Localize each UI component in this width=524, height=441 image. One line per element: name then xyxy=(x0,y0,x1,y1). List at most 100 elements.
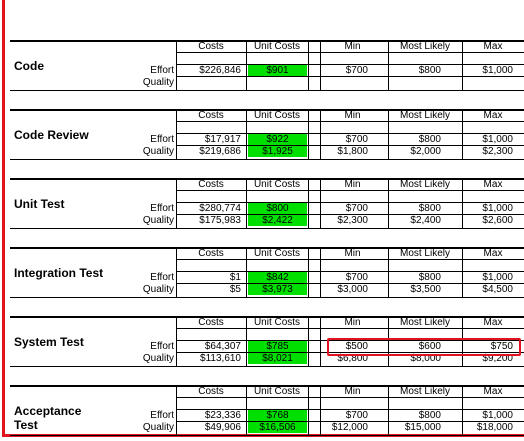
effort-unit-cost[interactable]: $800 xyxy=(248,203,307,214)
effort-costs[interactable]: $280,774 xyxy=(199,203,241,214)
effort-max[interactable]: $1,000 xyxy=(482,134,513,145)
section-title-system-test[interactable]: System Test xyxy=(14,335,84,349)
effort-unit-cost[interactable]: $901 xyxy=(248,65,307,76)
quality-max[interactable]: $4,500 xyxy=(482,284,513,295)
header-min[interactable]: Min xyxy=(344,248,361,259)
header-max[interactable]: Max xyxy=(483,248,503,259)
quality-min[interactable]: $1,800 xyxy=(337,146,368,157)
effort-costs[interactable]: $226,846 xyxy=(199,65,241,76)
header-most-likely[interactable]: Most Likely xyxy=(399,248,450,259)
quality-unit-cost[interactable]: $8,021 xyxy=(248,353,307,364)
header-min[interactable]: Min xyxy=(344,110,361,121)
quality-most-likely[interactable]: $8,000 xyxy=(410,353,441,364)
header-unit-costs[interactable]: Unit Costs xyxy=(253,317,301,328)
effort-max[interactable]: $750 xyxy=(490,341,513,352)
effort-most-likely[interactable]: $800 xyxy=(418,410,441,421)
quality-costs[interactable]: $49,906 xyxy=(204,422,241,433)
effort-costs[interactable]: $64,307 xyxy=(204,341,241,352)
quality-min[interactable]: $12,000 xyxy=(331,422,368,433)
header-most-likely[interactable]: Most Likely xyxy=(399,179,450,190)
header-unit-costs[interactable]: Unit Costs xyxy=(253,386,301,397)
effort-unit-cost[interactable]: $785 xyxy=(248,341,307,352)
header-most-likely[interactable]: Most Likely xyxy=(399,386,450,397)
quality-most-likely[interactable] xyxy=(388,77,441,89)
effort-unit-cost[interactable]: $922 xyxy=(248,134,307,145)
quality-costs[interactable]: $175,983 xyxy=(199,215,241,226)
quality-min[interactable]: $6,800 xyxy=(337,353,368,364)
quality-label[interactable]: Quality xyxy=(142,353,174,364)
quality-min[interactable] xyxy=(320,77,368,89)
effort-min[interactable]: $700 xyxy=(345,203,368,214)
header-max[interactable]: Max xyxy=(483,41,503,52)
header-costs[interactable]: Costs xyxy=(198,386,224,397)
header-max[interactable]: Max xyxy=(483,317,503,328)
section-title-integration-test[interactable]: Integration Test xyxy=(14,266,104,280)
quality-max[interactable] xyxy=(462,77,513,89)
effort-costs[interactable]: $17,917 xyxy=(204,134,241,145)
quality-most-likely[interactable]: $3,500 xyxy=(410,284,441,295)
effort-most-likely[interactable]: $800 xyxy=(418,134,441,145)
section-title-unit-test[interactable]: Unit Test xyxy=(14,197,65,211)
header-max[interactable]: Max xyxy=(483,179,503,190)
quality-max[interactable]: $2,300 xyxy=(482,146,513,157)
quality-unit-cost[interactable]: $2,422 xyxy=(248,215,307,226)
section-title-code-review[interactable]: Code Review xyxy=(14,128,89,142)
header-costs[interactable]: Costs xyxy=(198,248,224,259)
effort-label[interactable]: Effort xyxy=(150,410,174,421)
quality-unit-cost[interactable]: $16,506 xyxy=(248,422,307,433)
header-max[interactable]: Max xyxy=(483,386,503,397)
effort-label[interactable]: Effort xyxy=(150,272,174,283)
effort-label[interactable]: Effort xyxy=(150,203,174,214)
quality-label[interactable]: Quality xyxy=(142,77,174,88)
header-unit-costs[interactable]: Unit Costs xyxy=(253,41,301,52)
header-min[interactable]: Min xyxy=(344,317,361,328)
header-most-likely[interactable]: Most Likely xyxy=(399,317,450,328)
quality-most-likely[interactable]: $15,000 xyxy=(404,422,441,433)
header-min[interactable]: Min xyxy=(344,179,361,190)
section-title-acceptance-test[interactable]: Acceptance Test xyxy=(14,404,174,432)
effort-most-likely[interactable]: $800 xyxy=(418,65,441,76)
header-costs[interactable]: Costs xyxy=(198,317,224,328)
effort-costs[interactable]: $23,336 xyxy=(204,410,241,421)
quality-unit-cost[interactable] xyxy=(248,77,307,88)
quality-max[interactable]: $18,000 xyxy=(476,422,513,433)
quality-min[interactable]: $2,300 xyxy=(337,215,368,226)
header-costs[interactable]: Costs xyxy=(198,41,224,52)
header-unit-costs[interactable]: Unit Costs xyxy=(253,179,301,190)
effort-unit-cost[interactable]: $768 xyxy=(248,410,307,421)
effort-max[interactable]: $1,000 xyxy=(482,410,513,421)
quality-unit-cost[interactable]: $3,973 xyxy=(248,284,307,295)
quality-costs[interactable]: $5 xyxy=(229,284,241,295)
quality-max[interactable]: $9,200 xyxy=(482,353,513,364)
section-title-code[interactable]: Code xyxy=(14,59,44,73)
effort-costs[interactable]: $1 xyxy=(229,272,241,283)
header-costs[interactable]: Costs xyxy=(198,110,224,121)
effort-min[interactable]: $700 xyxy=(345,272,368,283)
effort-max[interactable]: $1,000 xyxy=(482,272,513,283)
effort-most-likely[interactable]: $800 xyxy=(418,272,441,283)
quality-max[interactable]: $2,600 xyxy=(482,215,513,226)
quality-label[interactable]: Quality xyxy=(142,146,174,157)
effort-label[interactable]: Effort xyxy=(150,134,174,145)
effort-most-likely[interactable]: $800 xyxy=(418,203,441,214)
header-most-likely[interactable]: Most Likely xyxy=(399,110,450,121)
quality-label[interactable]: Quality xyxy=(142,215,174,226)
effort-label[interactable]: Effort xyxy=(150,65,174,76)
quality-costs[interactable]: $219,686 xyxy=(199,146,241,157)
quality-most-likely[interactable]: $2,400 xyxy=(410,215,441,226)
quality-label[interactable]: Quality xyxy=(142,422,174,433)
header-unit-costs[interactable]: Unit Costs xyxy=(253,110,301,121)
header-max[interactable]: Max xyxy=(483,110,503,121)
header-min[interactable]: Min xyxy=(344,386,361,397)
header-unit-costs[interactable]: Unit Costs xyxy=(253,248,301,259)
quality-label[interactable]: Quality xyxy=(142,284,174,295)
effort-min[interactable]: $500 xyxy=(345,341,368,352)
effort-min[interactable]: $700 xyxy=(345,65,368,76)
effort-min[interactable]: $700 xyxy=(345,410,368,421)
quality-min[interactable]: $3,000 xyxy=(337,284,368,295)
header-min[interactable]: Min xyxy=(344,41,361,52)
header-costs[interactable]: Costs xyxy=(198,179,224,190)
quality-most-likely[interactable]: $2,000 xyxy=(410,146,441,157)
quality-unit-cost[interactable]: $1,925 xyxy=(248,146,307,157)
header-most-likely[interactable]: Most Likely xyxy=(399,41,450,52)
